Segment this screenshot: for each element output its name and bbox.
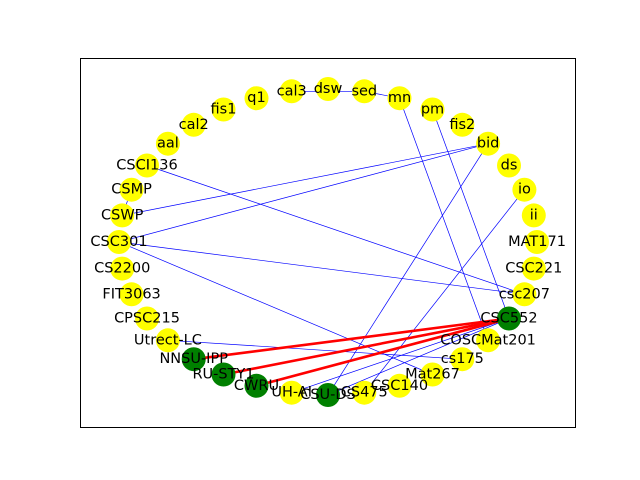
graph-node bbox=[512, 177, 537, 202]
graph-node bbox=[476, 328, 501, 353]
graph-node bbox=[512, 282, 537, 307]
graph-node bbox=[155, 131, 180, 156]
node-label: ii bbox=[530, 207, 538, 223]
graph-node bbox=[387, 373, 412, 398]
edge-layer bbox=[118, 90, 525, 396]
graph-node bbox=[155, 328, 180, 353]
node-label: cs175 bbox=[441, 351, 484, 367]
graph-node bbox=[244, 86, 269, 111]
graph-node bbox=[110, 256, 135, 281]
node-label: CWRU bbox=[234, 378, 279, 394]
node-label: cal2 bbox=[179, 117, 209, 133]
node-label: CS2200 bbox=[94, 261, 150, 277]
highlighted-edge bbox=[223, 317, 510, 376]
highlighted-edge bbox=[193, 317, 510, 361]
node-label: CSC221 bbox=[505, 261, 562, 277]
node-label: CPSC215 bbox=[114, 311, 180, 327]
node-label: sed bbox=[351, 83, 377, 99]
graph-edge bbox=[122, 143, 489, 216]
plot-frame bbox=[80, 58, 576, 428]
node-label: ds bbox=[501, 158, 518, 174]
highlighted-edge bbox=[256, 317, 510, 388]
highlighted-node bbox=[497, 306, 521, 331]
node-label: FIT3063 bbox=[102, 286, 160, 302]
graph-node bbox=[521, 256, 546, 281]
graph-edge bbox=[118, 143, 489, 243]
graph-edge bbox=[399, 98, 489, 341]
node-label: fis1 bbox=[211, 102, 237, 118]
node-label: mn bbox=[388, 90, 411, 106]
node-label: CSCI136 bbox=[116, 158, 177, 174]
graph-node bbox=[476, 131, 501, 156]
graph-edge bbox=[146, 165, 525, 295]
highlighted-node bbox=[244, 373, 269, 398]
graph-edge bbox=[327, 143, 489, 396]
node-label: CSWP bbox=[101, 207, 144, 223]
node-label: CS475 bbox=[341, 385, 388, 401]
node-label: CSC301 bbox=[90, 234, 147, 250]
node-label: fis2 bbox=[449, 117, 475, 133]
graph-node bbox=[279, 380, 304, 405]
node-label: RU-STY1 bbox=[192, 367, 254, 383]
node-label: CSC552 bbox=[480, 311, 537, 327]
node-label: NNSU-IPP bbox=[159, 351, 228, 367]
highlighted-node bbox=[316, 383, 340, 407]
node-label: CSMP bbox=[111, 182, 152, 198]
graph-edge bbox=[291, 318, 510, 394]
node-label: csc207 bbox=[499, 286, 550, 302]
graph-node bbox=[119, 177, 144, 202]
graph-node bbox=[110, 203, 135, 228]
node-label: dsw bbox=[314, 81, 343, 97]
graph-node bbox=[211, 97, 236, 122]
node-label: cal3 bbox=[277, 83, 307, 99]
node-label: COSCMat201 bbox=[440, 332, 536, 348]
node-label: Utrect-LC bbox=[134, 332, 202, 348]
graph-edge bbox=[327, 318, 510, 396]
graph-node bbox=[181, 112, 206, 137]
graph-node bbox=[107, 230, 131, 254]
node-label: pm bbox=[421, 102, 444, 118]
node-label: UH-AI bbox=[271, 385, 312, 401]
graph-node bbox=[135, 306, 159, 331]
graph-node bbox=[420, 97, 445, 122]
node-label: CSC140 bbox=[371, 378, 428, 394]
graph-node bbox=[135, 153, 159, 178]
graph-node bbox=[279, 79, 304, 104]
graph-node bbox=[316, 77, 340, 101]
graph-node bbox=[352, 380, 377, 405]
node-label: q1 bbox=[247, 90, 265, 106]
graph-node bbox=[387, 86, 412, 111]
graph-node bbox=[525, 230, 549, 254]
node-layer bbox=[107, 77, 549, 407]
highlighted-node bbox=[211, 362, 236, 387]
node-label: aal bbox=[157, 136, 179, 152]
node-label: Mat267 bbox=[405, 367, 460, 383]
graph-node bbox=[450, 112, 475, 137]
graph-node bbox=[420, 362, 445, 387]
graph-edge bbox=[167, 339, 463, 360]
highlighted-node bbox=[181, 347, 206, 372]
node-label: CSU-DS bbox=[300, 387, 356, 403]
graph-node bbox=[497, 153, 521, 178]
node-label: MAT171 bbox=[508, 234, 566, 250]
graph-edge bbox=[432, 109, 510, 319]
node-label: bid bbox=[477, 136, 499, 152]
graph-node bbox=[352, 79, 377, 104]
graph-node bbox=[119, 282, 144, 307]
node-label: io bbox=[518, 182, 531, 198]
graph-node bbox=[450, 347, 475, 372]
graph-edge bbox=[118, 241, 525, 295]
graph-node bbox=[521, 203, 546, 228]
